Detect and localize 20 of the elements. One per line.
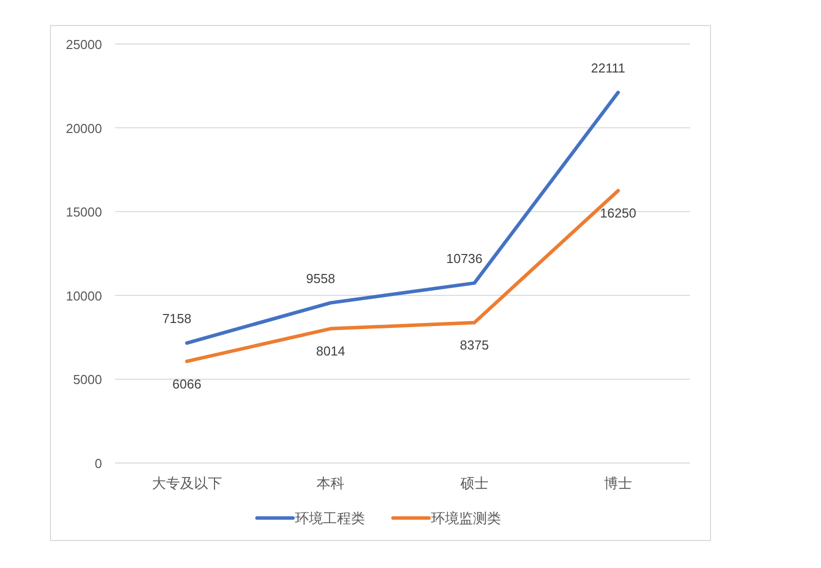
data-label: 7158 — [162, 311, 192, 326]
x-tick-label: 博士 — [604, 475, 632, 491]
data-label: 10736 — [446, 251, 482, 266]
y-tick-label: 0 — [94, 456, 102, 471]
legend-label: 环境监测类 — [431, 510, 501, 526]
legend-label: 环境工程类 — [295, 510, 365, 526]
x-tick-label: 硕士 — [459, 475, 488, 491]
y-tick-label: 25000 — [66, 37, 102, 52]
y-tick-label: 15000 — [66, 204, 102, 220]
y-tick-label: 10000 — [66, 288, 102, 304]
data-label: 8375 — [460, 338, 489, 353]
data-label: 22111 — [591, 60, 626, 76]
data-label: 6066 — [172, 376, 202, 392]
y-tick-label: 20000 — [66, 120, 102, 136]
x-tick-label: 大专及以下 — [152, 475, 222, 491]
x-tick-label: 本科 — [316, 475, 345, 491]
y-tick-label: 5000 — [73, 372, 102, 388]
data-label: 9558 — [306, 270, 336, 286]
data-label: 8014 — [316, 344, 346, 359]
data-label: 16250 — [600, 206, 636, 221]
